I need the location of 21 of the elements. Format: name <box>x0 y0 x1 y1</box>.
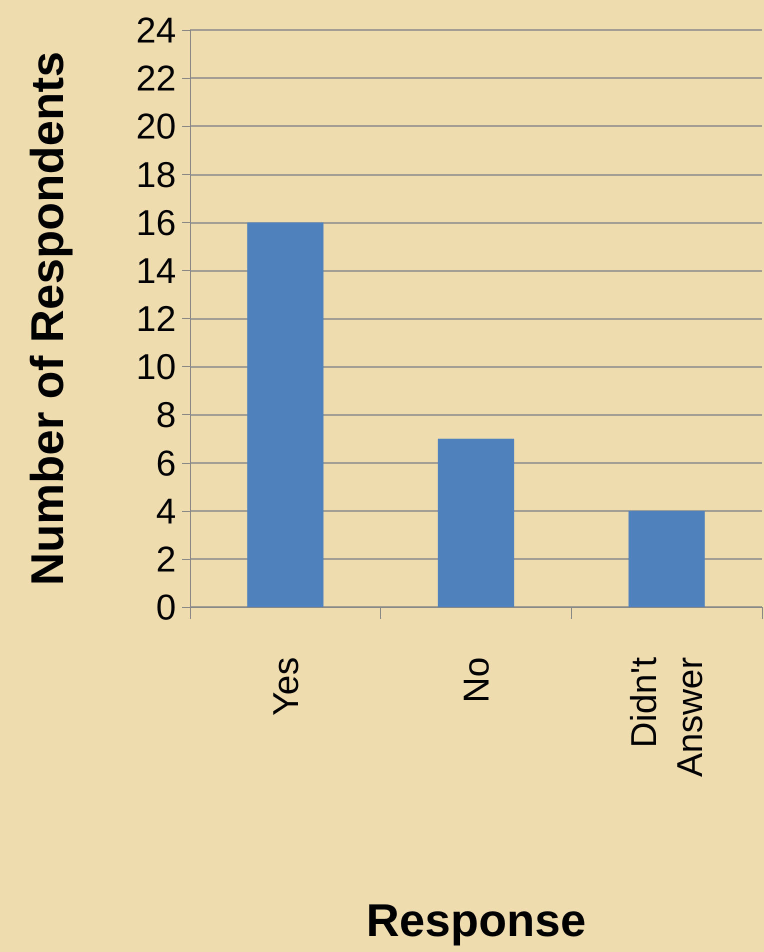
x-axis-title: Response <box>366 894 586 946</box>
bar <box>628 510 705 607</box>
bar <box>438 438 514 607</box>
y-tick-label: 22 <box>136 58 176 99</box>
y-axis-title: Number of Respondents <box>21 51 73 586</box>
y-tick-label: 6 <box>156 442 176 484</box>
x-tick-label: Didn't Answer <box>623 656 710 778</box>
y-tick-label: 24 <box>136 10 176 50</box>
y-tick-label: 12 <box>136 298 176 339</box>
y-tick-label: 4 <box>156 490 176 532</box>
y-tick-label: 18 <box>136 154 176 195</box>
bar <box>247 222 324 607</box>
y-tick-label: 0 <box>156 586 176 628</box>
y-tick-label: 16 <box>136 202 176 243</box>
x-tick-label: No <box>456 657 496 704</box>
y-tick-label: 8 <box>156 394 176 436</box>
y-tick-label: 14 <box>136 250 176 291</box>
y-tick-label: 10 <box>136 346 176 388</box>
x-tick-label: Yes <box>264 657 306 716</box>
y-tick-label: 2 <box>156 538 176 580</box>
y-tick-label: 20 <box>136 106 176 147</box>
